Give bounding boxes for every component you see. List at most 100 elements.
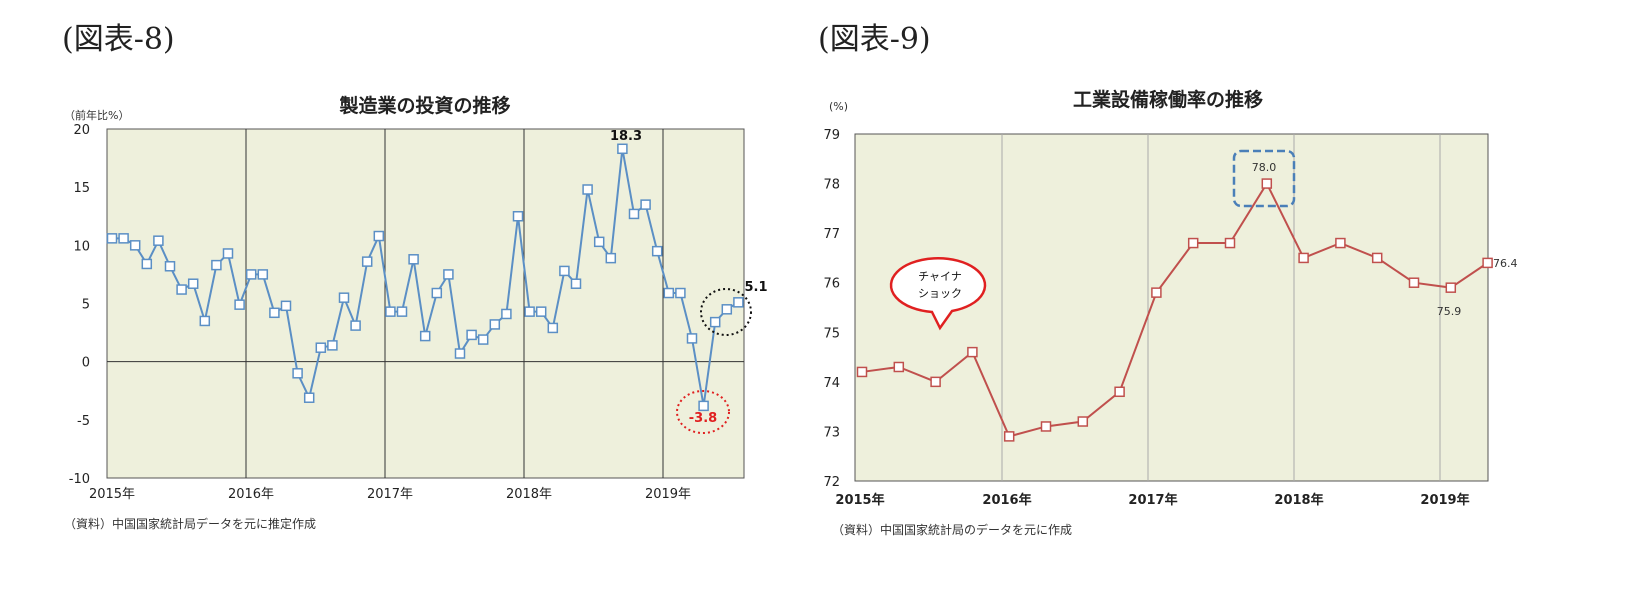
y-tick-label: 77 [823,227,840,242]
data-point [1187,237,1199,249]
y-tick-label: 74 [823,376,840,391]
x-tick-label: 2017年 [367,487,413,502]
data-point [709,316,721,328]
data-point [350,320,361,331]
data-point [454,348,466,359]
data-point [698,400,709,412]
chart-title: 工業設備稼働率の推移 [1073,88,1263,111]
y-tick-label: -10 [69,472,90,487]
data-point [535,306,547,317]
y-tick-label: 15 [73,181,90,196]
data-point [280,300,292,312]
data-point [930,376,941,388]
y-tick-label: 20 [73,123,90,138]
y-axis-unit: (%) [829,100,848,113]
data-point [663,287,675,299]
data-point [593,236,605,248]
x-tick-label: 2017年 [1128,492,1177,508]
data-point [617,143,628,155]
data-point [640,199,651,210]
data-point [176,284,187,295]
data-point [893,361,905,373]
data-point [187,278,199,289]
low-label: 75.9 [1437,305,1462,318]
data-point [559,265,570,277]
data-point [1224,237,1236,249]
data-point [431,287,443,299]
series-line [861,181,1489,438]
y-tick-label: 76 [823,277,840,292]
figure-8-label: (図表-8) [62,22,175,57]
source-note: （資料）中国国家統計局のデータを元に作成 [832,522,1072,537]
plot-area [106,128,745,479]
data-point [675,287,686,299]
latest-highlight-circle [700,288,752,336]
data-point [686,333,698,344]
data-point [303,392,315,403]
latest-label: 5.1 [744,280,767,295]
data-point [547,322,559,334]
peak-highlight-box [1232,149,1296,208]
china-shock-callout: チャイナ ショック [889,256,987,331]
data-point [408,254,419,265]
x-tick-label: 2018年 [1274,492,1323,508]
data-point [257,269,269,280]
data-point [222,248,234,259]
x-tick-label: 2018年 [506,487,552,502]
data-point [338,292,350,303]
data-point [1003,431,1015,442]
data-point [199,315,211,327]
x-tick-label: 2019年 [1420,492,1469,508]
y-tick-label: 79 [823,128,840,143]
data-point [292,368,303,379]
data-point [733,297,744,308]
data-point [1408,277,1420,288]
data-point [269,307,280,319]
data-point [605,252,617,264]
x-tick-label: 2016年 [982,492,1031,508]
data-point [570,278,582,289]
data-point [396,306,408,317]
data-point [373,230,385,242]
peak-label: 18.3 [610,129,642,144]
data-point [651,245,663,257]
data-point [1298,252,1309,264]
data-point [129,240,141,251]
data-point [211,259,222,271]
data-point [1151,287,1162,298]
latest-label: 76.4 [1493,257,1518,270]
x-tick-label: 2019年 [645,487,691,502]
figure-9-label: (図表-9) [818,22,931,57]
data-point [419,330,431,342]
data-point [582,184,593,195]
data-point [967,346,978,358]
data-point [164,261,176,272]
y-axis-unit: （前年比%） [64,108,129,122]
data-point [628,208,640,220]
data-point [141,258,153,270]
data-point [315,342,327,353]
data-point [477,334,489,345]
y-tick-label: -5 [77,414,90,429]
data-point [1261,178,1273,189]
data-point [1335,237,1346,249]
x-tick-label: 2015年 [835,492,884,508]
data-point [501,308,512,320]
data-point [327,340,338,351]
data-point [361,256,373,267]
data-point [1371,252,1383,264]
y-tick-label: 5 [82,298,90,313]
capacity-utilization-chart: 72 73 74 75 76 77 78 79 2015年 2016年 2017年 2018年 201… [823,88,1517,537]
trough-highlight-circle [676,390,730,434]
data-point [1445,282,1457,293]
y-tick-label: 73 [823,425,840,440]
chart-title: 製造業の投資の推移 [338,94,510,117]
data-point [489,319,501,330]
data-point [118,233,129,244]
y-tick-label: 75 [823,326,840,341]
data-point [856,366,868,378]
data-point [443,269,454,280]
source-note: （資料）中国国家統計局データを元に推定作成 [64,516,316,531]
